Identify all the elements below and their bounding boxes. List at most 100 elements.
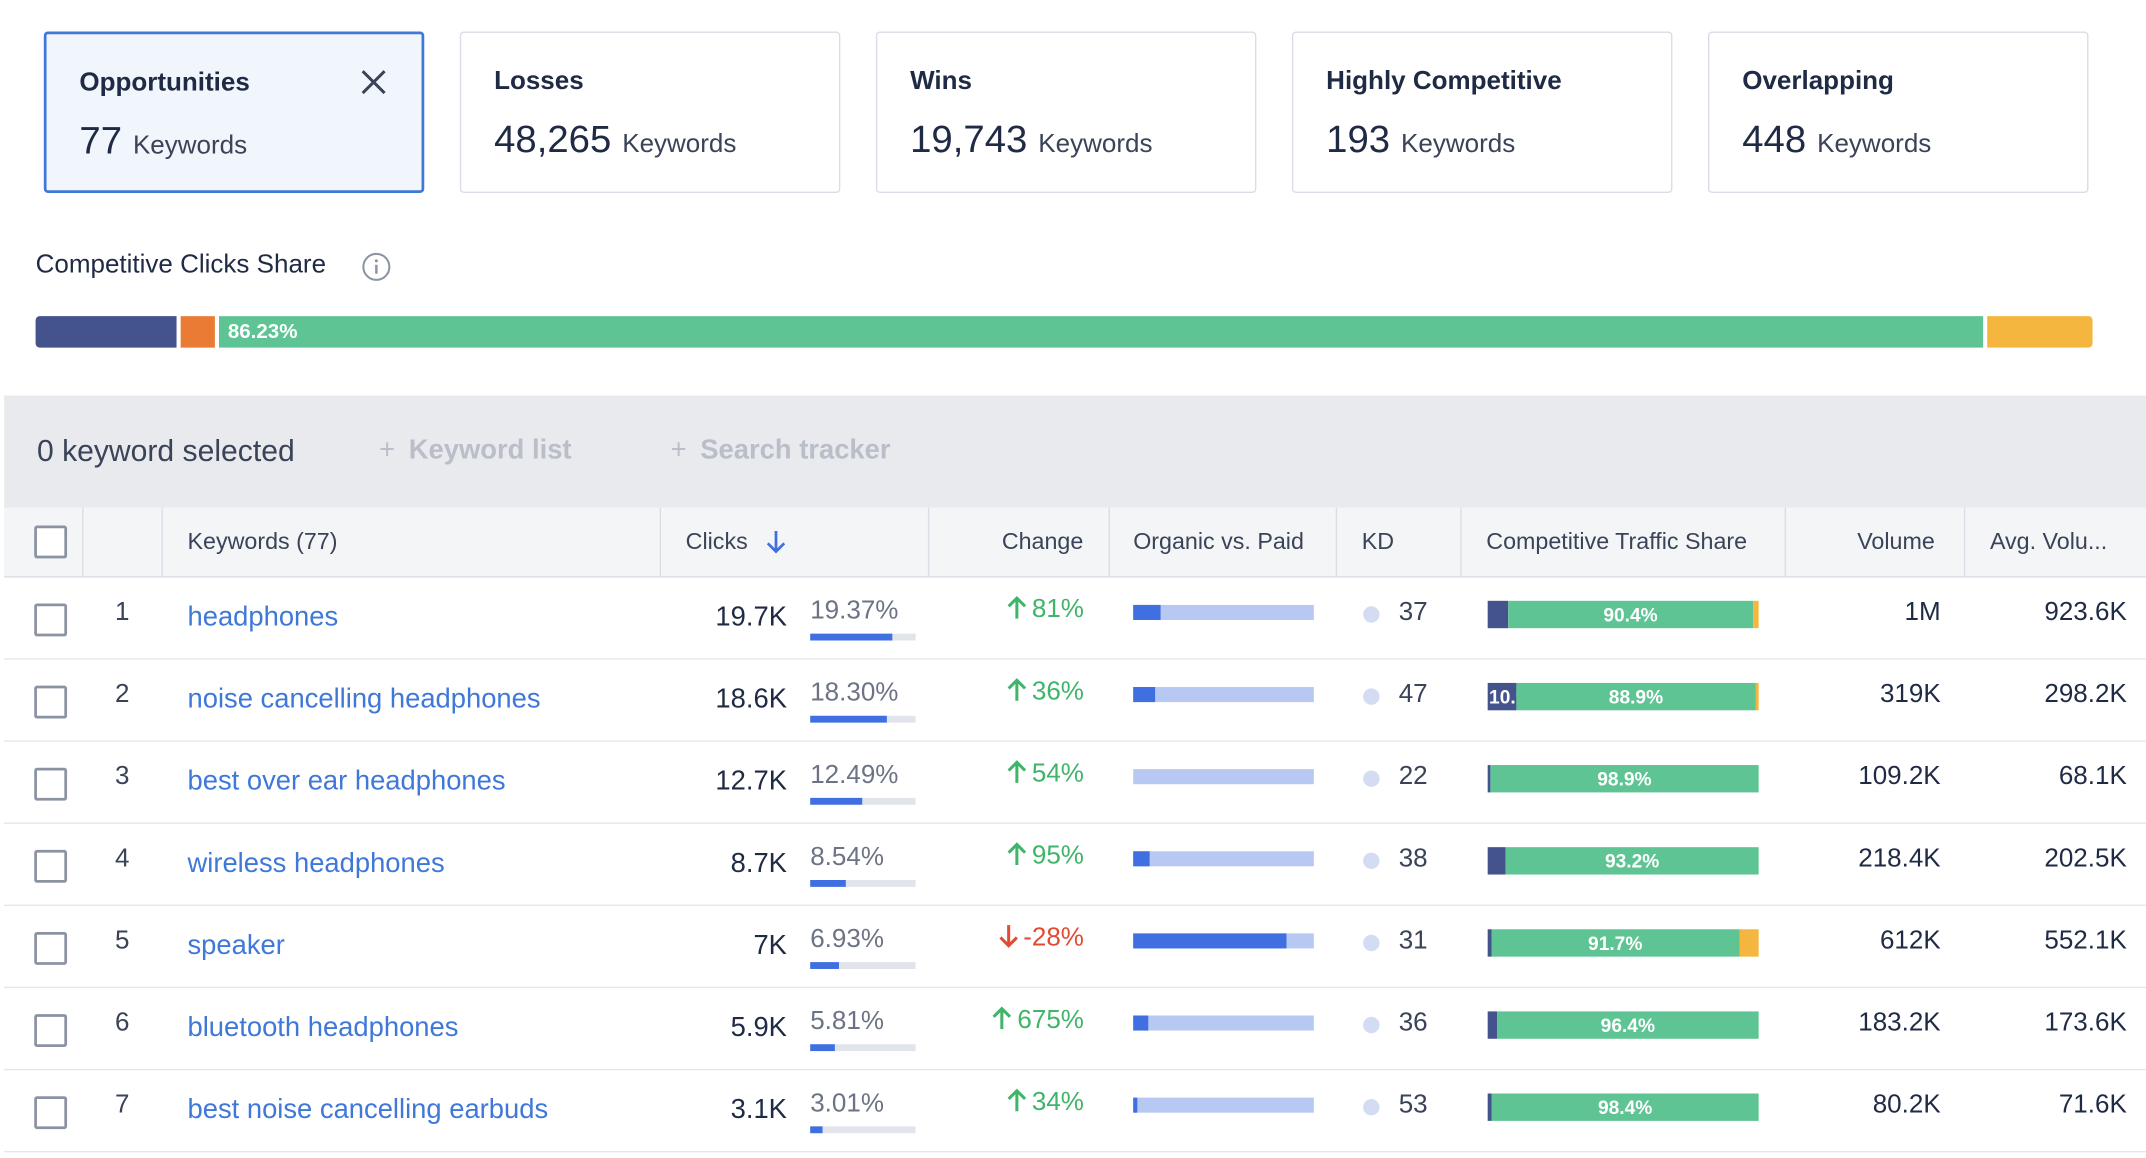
traffic-share-segment — [1487, 847, 1507, 875]
row-checkbox[interactable] — [34, 767, 68, 801]
keyword-link[interactable]: speaker — [187, 930, 285, 961]
card-count: 77 Keywords — [79, 119, 247, 163]
kd-indicator-icon — [1363, 688, 1380, 705]
keyword-link[interactable]: headphones — [187, 602, 339, 633]
clicks-percent-fill — [810, 1126, 823, 1134]
clicks-percent-bar — [810, 962, 916, 969]
card-count-unit: Keywords — [132, 131, 248, 161]
header-keywords[interactable]: Keywords (77) — [187, 528, 338, 555]
share-segment[interactable] — [35, 316, 177, 348]
traffic-share-label: 91.7% — [1588, 932, 1643, 954]
clicks-value: 7K — [753, 930, 787, 961]
organic-vs-paid-bar — [1133, 1015, 1314, 1031]
paid-fill — [1133, 851, 1150, 867]
organic-vs-paid-bar — [1133, 604, 1314, 620]
card-highly-competitive[interactable]: Highly Competitive 193 Keywords — [1291, 31, 1673, 193]
column-divider — [1335, 507, 1338, 577]
header-competitive-traffic-share[interactable]: Competitive Traffic Share — [1486, 528, 1748, 555]
organic-vs-paid-bar — [1133, 687, 1314, 703]
table-row: 5 speaker 7K 6.93% -28% 31 91.7% 612K 552.1K — [4, 905, 2146, 989]
card-count-value: 448 — [1742, 117, 1807, 161]
paid-fill — [1133, 1015, 1148, 1031]
card-title: Wins — [910, 67, 973, 96]
card-title: Overlapping — [1742, 67, 1894, 96]
traffic-share-segment — [1487, 600, 1509, 629]
traffic-share-segment — [1491, 929, 1740, 957]
column-divider — [1108, 507, 1110, 577]
arrow-up-icon — [1007, 760, 1027, 783]
card-count-value: 19,743 — [910, 117, 1028, 161]
select-all-checkbox[interactable] — [34, 525, 68, 559]
column-divider — [927, 507, 930, 577]
card-count-unit: Keywords — [622, 130, 737, 159]
header-kd[interactable]: KD — [1361, 528, 1395, 555]
keyword-link[interactable]: best over ear headphones — [187, 766, 506, 797]
column-divider — [82, 507, 84, 577]
card-title: Highly Competitive — [1326, 67, 1562, 96]
row-checkbox[interactable] — [34, 603, 68, 637]
traffic-share-bar: 90.4% — [1487, 600, 1759, 629]
row-checkbox[interactable] — [34, 1014, 68, 1047]
share-segment[interactable]: 86.23% — [219, 316, 1983, 348]
volume-value: 218.4K — [1858, 844, 1941, 874]
card-overlapping[interactable]: Overlapping 448 Keywords — [1708, 31, 2089, 193]
change-text: 675% — [1017, 1005, 1084, 1035]
row-checkbox[interactable] — [34, 932, 68, 965]
card-count: 448 Keywords — [1742, 118, 1931, 162]
traffic-share-segment — [1487, 682, 1517, 711]
arrow-up-icon — [1007, 842, 1027, 865]
card-losses[interactable]: Losses 48,265 Keywords — [459, 31, 841, 193]
row-index: 5 — [114, 926, 130, 956]
header-volume[interactable]: Volume — [1857, 528, 1935, 555]
share-segment-label: 86.23% — [227, 320, 298, 344]
header-avg-volume[interactable]: Avg. Volu... — [1989, 528, 2108, 555]
row-checkbox[interactable] — [34, 849, 68, 883]
table-row: 2 noise cancelling headphones 18.6K 18.30% 3… — [4, 658, 2146, 742]
keyword-link[interactable]: bluetooth headphones — [187, 1012, 459, 1043]
clicks-percent-fill — [810, 962, 840, 969]
avg-volume-value: 298.2K — [2044, 680, 2127, 709]
share-segment[interactable] — [180, 316, 216, 348]
info-icon[interactable] — [361, 252, 391, 282]
table-row: 3 best over ear headphones 12.7K 12.49% 54% 2… — [4, 740, 2146, 824]
paid-fill — [1133, 1097, 1137, 1113]
arrow-up-icon — [1007, 678, 1027, 701]
row-checkbox[interactable] — [34, 685, 68, 719]
change-text: 54% — [1031, 759, 1084, 789]
keyword-link[interactable]: best noise cancelling earbuds — [187, 1094, 549, 1125]
clicks-percent: 19.37% — [810, 596, 899, 626]
add-search-tracker-button[interactable]: + Search tracker — [671, 435, 891, 466]
keyword-link[interactable]: wireless headphones — [187, 848, 445, 879]
column-divider — [659, 507, 662, 577]
clicks-percent-bar — [810, 1044, 916, 1052]
header-clicks[interactable]: Clicks — [686, 508, 786, 576]
organic-vs-paid-bar — [1133, 769, 1314, 785]
table-row: 6 bluetooth headphones 5.9K 5.81% 675% 36 96.4… — [4, 987, 2146, 1071]
change-value: -28% — [998, 924, 1084, 954]
card-opportunities[interactable]: Opportunities 77 Keywords — [43, 31, 425, 193]
clicks-value: 12.7K — [715, 766, 787, 797]
clicks-percent: 6.93% — [810, 925, 884, 954]
share-segment[interactable] — [1986, 316, 2093, 348]
change-value: 95% — [1007, 842, 1084, 872]
row-index: 7 — [114, 1090, 130, 1120]
card-wins[interactable]: Wins 19,743 Keywords — [875, 31, 1257, 193]
close-icon[interactable] — [359, 67, 389, 97]
keyword-link[interactable]: noise cancelling headphones — [187, 684, 541, 715]
card-count-value: 77 — [79, 119, 123, 162]
sort-down-icon[interactable] — [765, 530, 787, 555]
traffic-share-bar: 93.2% — [1487, 847, 1759, 875]
header-organic-vs-paid[interactable]: Organic vs. Paid — [1133, 528, 1304, 555]
clicks-percent-bar — [810, 715, 916, 723]
row-index: 1 — [114, 598, 130, 627]
clicks-percent: 5.81% — [810, 1007, 884, 1037]
card-count: 193 Keywords — [1326, 118, 1515, 162]
traffic-share-bar: 10.9%88.9% — [1487, 682, 1759, 711]
column-divider — [161, 507, 163, 577]
add-keyword-list-button[interactable]: + Keyword list — [379, 435, 571, 466]
row-checkbox[interactable] — [34, 1096, 68, 1130]
clicks-share-bar: 86.23% — [35, 316, 2093, 348]
traffic-share-segment — [1487, 765, 1491, 793]
change-value: 36% — [1007, 677, 1084, 707]
header-change[interactable]: Change — [1001, 528, 1084, 555]
